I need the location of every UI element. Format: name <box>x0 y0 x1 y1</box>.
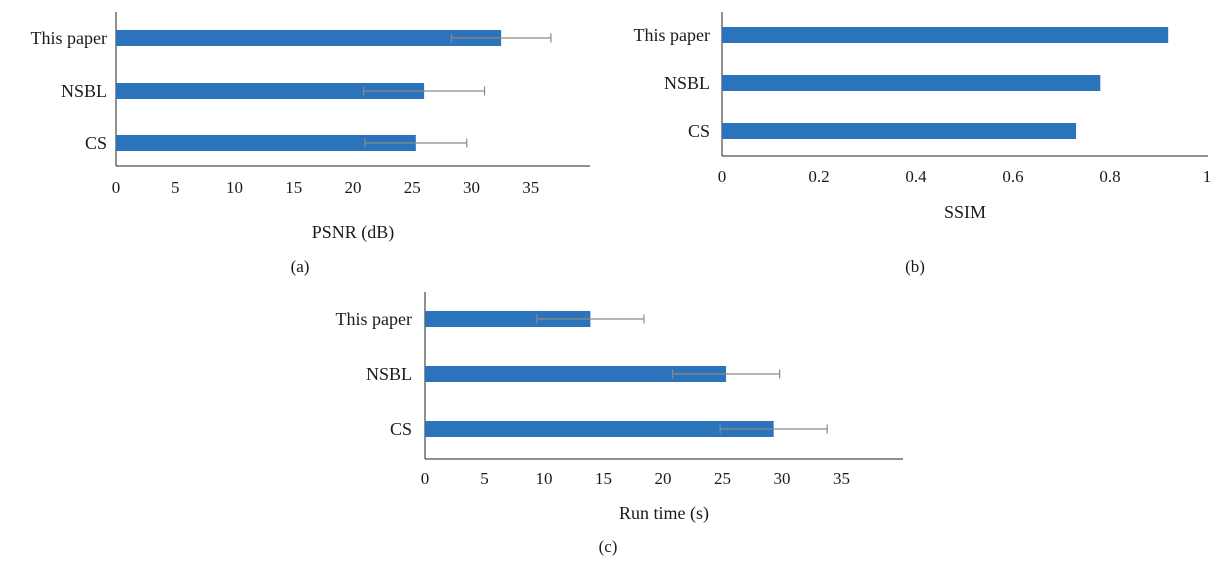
x-tick-label: 0.6 <box>1002 167 1023 186</box>
panel-label: (c) <box>599 537 618 556</box>
x-tick-label: 30 <box>463 178 480 197</box>
x-tick-label: 10 <box>226 178 243 197</box>
error-bar <box>719 424 828 434</box>
chart-panel-b: This paper NSBL CS 0 0.2 0.4 0.6 0.8 1 SSIM (b) <box>634 12 1212 276</box>
x-tick-label: 0.4 <box>905 167 927 186</box>
panel-label: (a) <box>291 257 310 276</box>
bar <box>722 123 1077 139</box>
bar <box>425 311 591 327</box>
category-label: This paper <box>336 309 412 329</box>
bar <box>425 366 727 382</box>
category-label: CS <box>85 133 107 153</box>
x-tick-label: 0 <box>421 469 430 488</box>
bar <box>722 27 1169 43</box>
x-tick-label: 0 <box>112 178 121 197</box>
category-label: This paper <box>31 28 107 48</box>
x-tick-label: 5 <box>480 469 489 488</box>
x-tick-label: 1 <box>1203 167 1212 186</box>
error-bar <box>450 33 552 43</box>
x-tick-label: 25 <box>404 178 421 197</box>
panel-label: (b) <box>905 257 925 276</box>
x-tick-label: 0.2 <box>808 167 829 186</box>
bar <box>425 421 774 437</box>
error-bar <box>536 314 645 324</box>
chart-panel-c: This paper NSBL CS 0 5 10 15 20 25 30 35 Run time (… <box>336 292 903 556</box>
x-tick-label: 20 <box>655 469 672 488</box>
category-label: CS <box>688 121 710 141</box>
x-tick-label: 15 <box>285 178 302 197</box>
x-tick-label: 5 <box>171 178 180 197</box>
x-tick-label: 15 <box>595 469 612 488</box>
x-tick-label: 0 <box>718 167 727 186</box>
error-bar <box>671 369 781 379</box>
x-tick-label: 30 <box>774 469 791 488</box>
bar <box>116 83 425 99</box>
category-label: NSBL <box>366 364 412 384</box>
x-tick-label: 35 <box>522 178 539 197</box>
x-tick-label: 25 <box>714 469 731 488</box>
x-axis-title: PSNR (dB) <box>312 222 395 243</box>
x-tick-label: 10 <box>536 469 553 488</box>
x-tick-label: 0.8 <box>1099 167 1120 186</box>
bar <box>116 135 416 151</box>
x-tick-label: 35 <box>833 469 850 488</box>
category-label: NSBL <box>61 81 107 101</box>
category-label: This paper <box>634 25 710 45</box>
x-axis-title: Run time (s) <box>619 503 709 524</box>
chart-panel-a: This paper NSBL CS 0 5 10 15 20 25 30 35 PSNR (dB)(… <box>31 12 590 276</box>
error-bar <box>363 86 486 96</box>
category-label: NSBL <box>664 73 710 93</box>
bar <box>722 75 1101 91</box>
x-axis-title: SSIM <box>944 202 986 222</box>
bar <box>116 30 502 46</box>
category-label: CS <box>390 419 412 439</box>
error-bar <box>364 138 468 148</box>
x-tick-label: 20 <box>345 178 362 197</box>
